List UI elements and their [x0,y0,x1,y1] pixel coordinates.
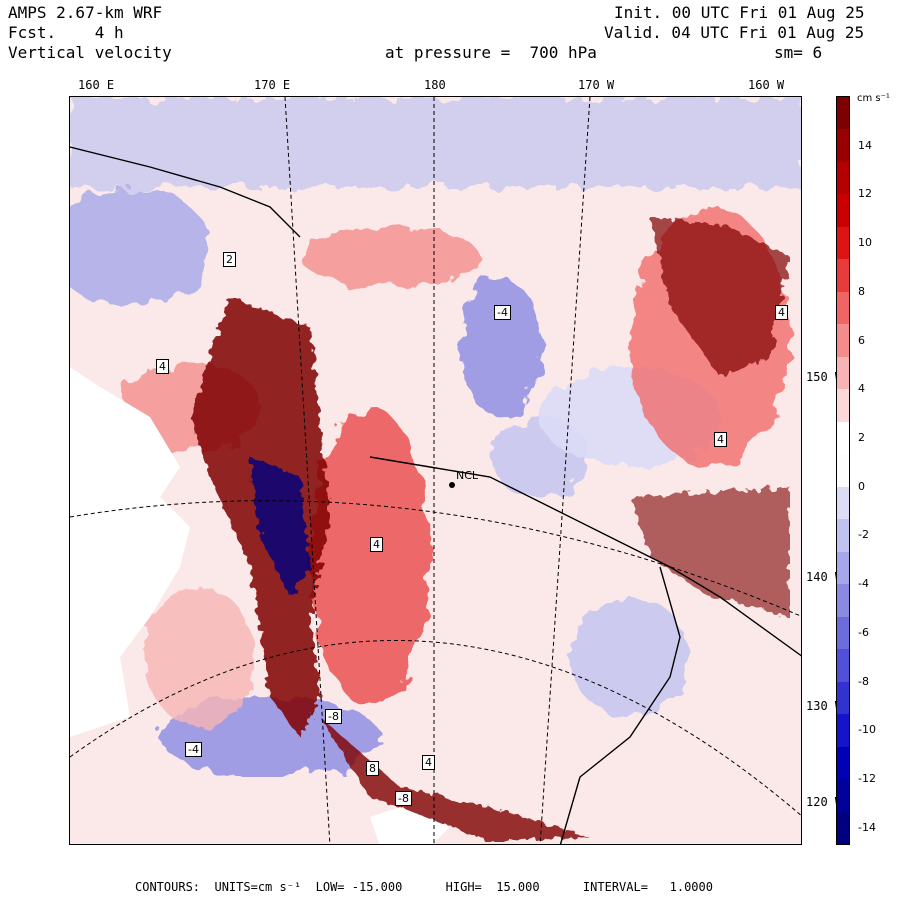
colorbar-segment [837,486,849,520]
colorbar-label: -2 [858,528,869,542]
red-ridge-central [310,407,430,707]
colorbar-segment [837,779,849,812]
mountain-band-west-blue [250,457,310,597]
colorbar-segment [837,421,849,455]
colorbar-segment [837,161,849,195]
contour-label: 2 [223,252,236,267]
colorbar-segment [837,454,849,488]
mountain-band-east [650,217,790,377]
lon-label-160e: 160 E [78,78,115,92]
pressure-level: at pressure = 700 hPa [385,43,597,62]
contour-label: 4 [714,432,727,447]
red-band-north [300,227,480,287]
colorbar-label: 10 [858,236,872,250]
contour-footer: CONTOURS: UNITS=cm s⁻¹ LOW= -15.000 HIGH… [135,880,713,894]
colorbar-label: 2 [858,431,865,445]
init-time: Init. 00 UTC Fri 01 Aug 25 [614,3,865,22]
colorbar-segment [837,519,849,553]
lat-label-150w: 150 W [806,370,843,384]
blue-patch-southeast [570,597,690,717]
lat-label-120w: 120 W [806,795,843,809]
velocity-map: NCL 4 4 -4 2 4 -8 8 -4 4 -8 4 [69,96,802,845]
colorbar-label: -6 [858,625,869,639]
station-marker [449,482,455,488]
coast-band-south [320,717,590,842]
contour-label: 4 [156,359,169,374]
colorbar-label: -10 [858,723,876,737]
colorbar-segment [837,714,849,748]
contour-label: 4 [370,537,383,552]
colorbar-label: 4 [858,382,865,396]
forecast-hour: Fcst. 4 h [8,23,124,42]
station-label: NCL [456,469,479,482]
colorbar-label: -8 [858,674,869,688]
no-data-region-south [370,807,450,844]
lat-label-140w: 140 W [806,570,843,584]
lat-label-130w: 130 W [806,699,843,713]
colorbar-segment [837,356,849,390]
colorbar-label: 0 [858,479,865,493]
colorbar-segment [837,129,849,163]
contour-label: -8 [395,791,412,806]
mountain-band-east-b [630,487,790,617]
colorbar-segment [837,291,849,325]
red-patch-southwest [145,587,255,727]
colorbar-label: 14 [858,138,872,152]
smoothing: sm= 6 [774,43,823,62]
lon-label-170e: 170 E [254,78,291,92]
blue-patch-central [460,277,540,417]
colorbar-segment [837,584,849,618]
contour-label: -4 [494,305,511,320]
contour-label: 8 [366,761,379,776]
no-data-region-west [70,367,190,737]
blue-band-north [70,97,801,187]
parallel-arc-2 [70,640,801,816]
colorbar-segment [837,649,849,683]
meridian-170w [539,97,591,844]
contour-label: 4 [775,305,788,320]
colorbar-label: -12 [858,772,876,786]
colorbar-segment [837,97,849,130]
model-title: AMPS 2.67-km WRF [8,3,163,22]
blue-patch-northwest [70,187,210,307]
colorbar-label: 6 [858,333,865,347]
colorbar-segment [837,389,849,423]
contour-label: -4 [185,742,202,757]
lon-label-160w: 160 W [748,78,785,92]
map-canvas [70,97,801,844]
meridian-170e [284,97,331,844]
colorbar [836,96,850,845]
colorbar-label: -4 [858,577,869,591]
colorbar-segment [837,681,849,715]
colorbar-label: -14 [858,820,876,834]
valid-time: Valid. 04 UTC Fri 01 Aug 25 [604,23,865,42]
colorbar-segment [837,551,849,585]
colorbar-label: 8 [858,284,865,298]
lon-label-180: 180 [424,78,446,92]
colorbar-segment [837,811,849,845]
colorbar-segment [837,324,849,358]
colorbar-segment [837,259,849,293]
lon-label-170w: 170 W [578,78,615,92]
colorbar-label: 12 [858,187,872,201]
colorbar-segment [837,746,849,780]
contour-label: -8 [325,709,342,724]
colorbar-units: cm s⁻¹ [857,93,890,104]
colorbar-segment [837,616,849,650]
parallel-arc-1 [70,500,801,617]
colorbar-segment [837,226,849,260]
field-name: Vertical velocity [8,43,172,62]
colorbar-segment [837,194,849,228]
coastline [70,146,801,844]
contour-label: 4 [422,755,435,770]
